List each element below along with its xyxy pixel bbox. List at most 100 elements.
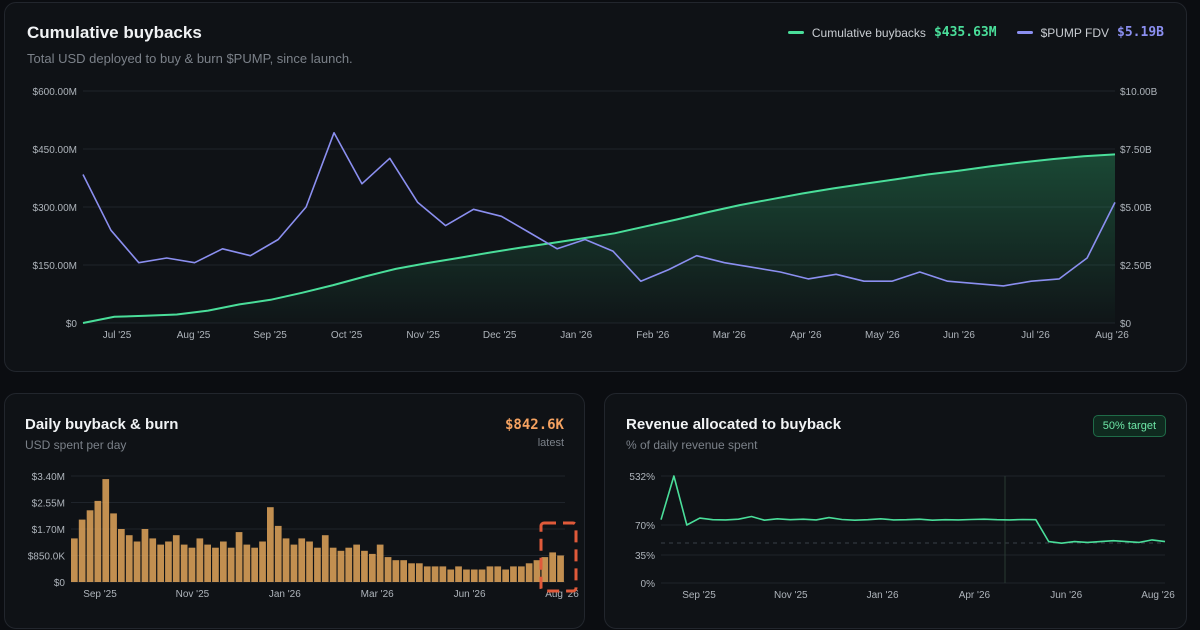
x-tick: Jul '26 [1021,330,1050,341]
daily-buyback-card: Daily buyback & burn USD spent per day $… [4,393,585,629]
daily-bar [306,541,313,582]
daily-bar [227,547,235,582]
revenue-allocated-title: Revenue allocated to buyback [626,416,842,433]
y-tick: 70% [635,521,655,532]
daily-bar [478,569,486,582]
daily-bar [165,541,172,582]
chart-legend: Cumulative buybacks $435.63M $PUMP FDV $… [787,25,1164,40]
buybacks-line [82,153,1116,324]
y-tick: 35% [635,551,655,562]
latest-highlight-box [539,521,578,593]
y-tick-left: $0 [66,319,78,330]
cumulative-buybacks-subtitle: Total USD deployed to buy & burn $PUMP, … [27,51,353,66]
daily-bar [518,566,525,582]
y-tick-right: $5.00B [1120,203,1152,214]
cumulative-buybacks-title: Cumulative buybacks [27,23,202,42]
y-tick: $2.55M [32,499,65,510]
cumulative-buybacks-card: Cumulative buybacks Total USD deployed t… [4,2,1187,372]
buybacks-legend-label: Cumulative buybacks [811,25,926,40]
x-tick: Aug '26 [545,589,579,600]
daily-bar [267,507,274,582]
daily-bar [423,566,431,582]
fdv-legend-value: $5.19B [1117,25,1164,40]
daily-bar [149,538,157,582]
fdv-legend-swatch [1016,31,1033,34]
x-tick: Aug '25 [177,330,211,341]
x-tick: Oct '25 [331,330,363,341]
daily-bar [157,544,164,582]
daily-bar [463,569,470,582]
daily-bar [298,538,306,582]
daily-bar [133,541,141,582]
daily-bar [290,544,298,582]
daily-bar [141,529,149,582]
daily-bar [212,547,219,582]
daily-bar [494,566,502,582]
x-tick: Sep '25 [83,589,117,600]
y-tick-left: $150.00M [33,261,77,272]
daily-bar [180,544,188,582]
x-tick: Nov '25 [774,590,808,601]
daily-bar [510,566,517,582]
x-tick: Feb '26 [636,330,669,341]
daily-bar [204,544,211,582]
daily-bar [384,557,392,582]
daily-bar [392,560,400,582]
daily-bar [533,560,541,582]
daily-bar [94,500,102,582]
fdv-legend-label: $PUMP FDV [1040,25,1110,40]
x-tick: Jan '26 [560,330,592,341]
y-tick-left: $450.00M [33,145,77,156]
x-tick: Apr '26 [959,590,991,601]
daily-bar [455,566,462,582]
daily-bar [86,510,94,582]
y-tick-right: $7.50B [1120,145,1152,156]
target-badge: 50% target [1092,415,1166,437]
revenue-allocated-chart: 0% 35% 70% 532% Sep '25 Nov '25 Jan '26 Apr '26… [629,472,1175,601]
daily-latest-label: latest [537,437,564,449]
y-tick-right: $10.00B [1120,87,1158,98]
daily-latest-value: $842.6K [504,417,564,433]
daily-bar [282,538,290,582]
daily-bar [78,519,86,582]
y-tick-left: $600.00M [33,87,77,98]
daily-bar [541,557,549,582]
daily-bar [416,563,423,582]
daily-bar [447,569,455,582]
x-tick: Jun '26 [454,589,486,600]
daily-bar [369,553,376,582]
daily-bar [345,547,353,582]
daily-bar [329,547,337,582]
daily-buyback-title: Daily buyback & burn [25,416,179,433]
daily-bar [220,541,227,582]
cumulative-buybacks-chart: $0 $150.00M $300.00M $450.00M $600.00M $0 $2.5… [33,87,1158,341]
buybacks-legend-swatch [787,31,804,34]
daily-bar [408,563,415,582]
fdv-line [82,132,1116,287]
x-tick: Jun '26 [1050,590,1082,601]
daily-bar [353,544,360,582]
y-tick: 532% [629,472,655,483]
daily-bar [361,550,368,582]
daily-bar [125,535,133,582]
buybacks-legend-value: $435.63M [933,25,997,40]
daily-bar [110,513,117,582]
revenue-allocated-card: Revenue allocated to buyback % of daily … [604,393,1187,629]
y-tick-left: $300.00M [33,203,77,214]
y-tick-right: $0 [1120,319,1132,330]
x-tick: Jun '26 [943,330,975,341]
y-tick-right: $2.50B [1120,261,1152,272]
x-tick: Sep '25 [682,590,716,601]
daily-bar [439,566,447,582]
daily-bar [172,535,180,582]
daily-bar [243,544,251,582]
y-tick: $3.40M [32,472,65,483]
x-tick: May '26 [865,330,900,341]
x-tick: Aug '26 [1141,590,1175,601]
y-tick: $850.0K [28,552,66,563]
x-tick: Mar '26 [713,330,746,341]
daily-bar [502,569,509,582]
daily-bar [337,550,345,582]
x-tick: Nov '25 [406,330,440,341]
daily-buyback-subtitle: USD spent per day [25,438,127,452]
